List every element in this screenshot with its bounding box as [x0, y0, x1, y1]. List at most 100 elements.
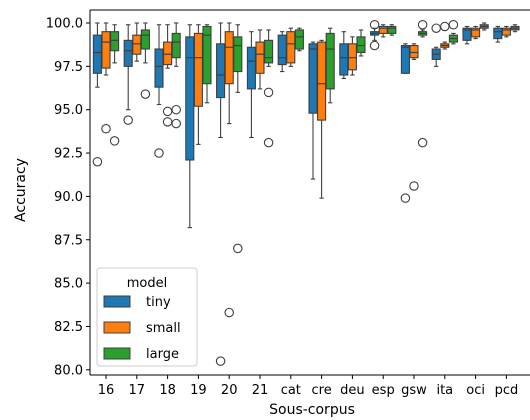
box-small-esp [378, 24, 388, 38]
plot-area [92, 19, 520, 366]
legend-title: model [127, 276, 167, 291]
legend-label-small: small [146, 321, 181, 336]
legend-swatch-large [103, 347, 131, 360]
box-iqr [294, 29, 304, 50]
y-axis-title: Accuracy [13, 158, 29, 222]
box-tiny-19 [185, 24, 195, 229]
outlier-point [233, 243, 243, 254]
x-tick-label: 21 [252, 383, 269, 398]
box-small-deu [347, 36, 357, 76]
box-large-cre [325, 27, 335, 104]
box-tiny-21 [246, 31, 256, 138]
box-tiny-16 [92, 22, 103, 167]
box-small-19 [193, 24, 203, 145]
x-tick-label: cat [281, 383, 301, 398]
outlier-point [162, 117, 173, 127]
box-tiny-oci [462, 25, 472, 45]
box-small-pcd [501, 25, 511, 38]
box-small-18 [162, 24, 173, 127]
box-tiny-17 [123, 24, 133, 125]
box-iqr [246, 46, 256, 90]
box-tiny-gsw [400, 43, 411, 203]
box-iqr [255, 41, 265, 74]
box-large-18 [171, 22, 181, 129]
outlier-point [123, 115, 133, 125]
outlier-point [431, 23, 441, 33]
box-iqr [347, 43, 357, 71]
box-iqr [501, 27, 511, 36]
legend-swatch-small [103, 321, 131, 334]
y-tick-label: 80.0 [54, 363, 83, 378]
x-tick-label: 19 [190, 383, 207, 398]
y-tick-label: 87.5 [54, 233, 83, 248]
box-iqr [185, 36, 195, 161]
box-large-gsw [417, 19, 428, 148]
x-tick-label: pcd [495, 383, 519, 398]
x-axis: 16 17 18 19 20 21 cat cre deu esp gsw ita oci pcd [90, 374, 530, 398]
x-tick-label: 18 [159, 383, 176, 398]
outlier-point [171, 104, 181, 115]
outlier-point [162, 106, 173, 117]
box-large-ita [448, 19, 459, 45]
box-tiny-esp [369, 19, 380, 51]
outlier-point [400, 193, 411, 203]
box-iqr [286, 31, 296, 64]
box-iqr [264, 39, 274, 64]
box-small-21 [255, 29, 265, 90]
box-tiny-deu [339, 31, 349, 80]
outlier-point [417, 137, 428, 148]
box-tiny-18 [154, 24, 164, 158]
legend-swatch-tiny [103, 295, 131, 308]
box-iqr [140, 29, 150, 50]
box-iqr [163, 41, 173, 66]
box-large-19 [202, 24, 212, 104]
box-large-16 [109, 24, 120, 146]
box-iqr [325, 32, 335, 90]
box-iqr [356, 36, 366, 54]
box-large-20 [233, 24, 243, 254]
box-small-gsw [409, 43, 419, 191]
box-iqr [101, 31, 111, 69]
outlier-point [224, 307, 234, 318]
x-tick-label: ita [436, 383, 453, 398]
outlier-point [109, 136, 120, 146]
box-small-cre [317, 39, 327, 199]
box-iqr [378, 25, 388, 34]
outlier-point [263, 87, 274, 98]
y-tick-label: 82.5 [54, 320, 83, 335]
box-iqr [308, 43, 318, 114]
x-tick-label: 16 [98, 383, 115, 398]
box-iqr [400, 44, 410, 74]
box-iqr [409, 44, 419, 59]
outlier-point [409, 181, 419, 191]
y-axis: 80.0 82.5 85.0 87.5 90.0 92.5 95.0 97.5 100.0 [46, 9, 530, 378]
box-tiny-ita [431, 23, 441, 67]
outlier-point [140, 89, 151, 99]
box-iqr [224, 31, 234, 85]
x-tick-label: oci [466, 383, 485, 398]
x-tick-label: gsw [401, 383, 427, 398]
box-large-esp [387, 24, 397, 36]
y-tick-label: 100.0 [46, 17, 83, 32]
outlier-point [369, 40, 380, 51]
outlier-point [154, 148, 164, 158]
box-small-oci [471, 25, 481, 40]
box-large-cat [294, 27, 304, 52]
box-iqr [154, 48, 164, 88]
box-iqr [123, 39, 133, 67]
outlier-point [369, 19, 380, 30]
box-large-deu [356, 29, 366, 57]
legend: model tiny small large [96, 267, 198, 367]
outlier-point [101, 124, 111, 134]
outlier-point [171, 118, 181, 129]
legend-label-large: large [146, 347, 179, 362]
outlier-point [417, 19, 428, 30]
box-small-cat [286, 27, 296, 67]
box-small-ita [440, 21, 450, 50]
box-iqr [462, 27, 472, 41]
outlier-point [440, 21, 450, 32]
box-iqr [110, 31, 120, 52]
box-tiny-cat [277, 31, 287, 73]
legend-label-tiny: tiny [146, 295, 171, 310]
box-iqr [493, 27, 503, 40]
